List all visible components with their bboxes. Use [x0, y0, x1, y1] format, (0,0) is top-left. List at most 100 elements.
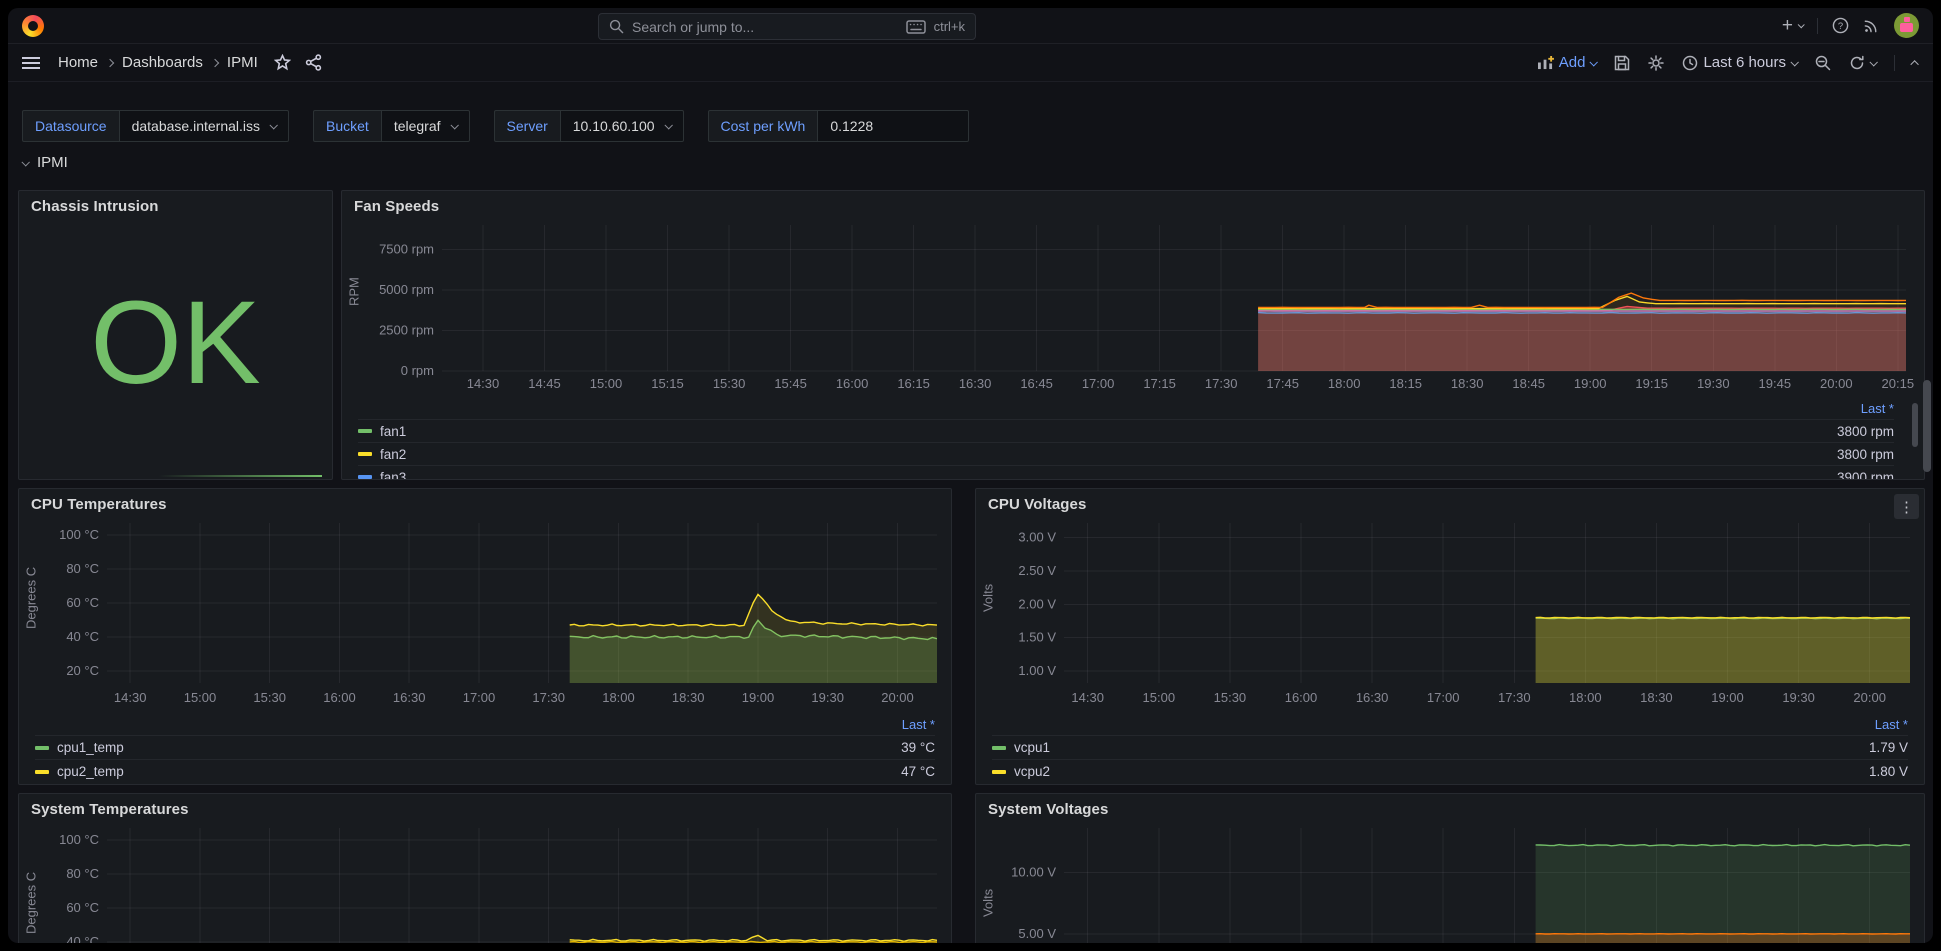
panel-title-cpu-temperatures: CPU Temperatures — [31, 495, 167, 513]
search-input[interactable]: Search or jump to... ctrl+k — [598, 13, 976, 40]
legend-sort-last[interactable]: Last * — [1874, 716, 1908, 732]
system-voltages-chart[interactable]: 14:3015:0015:3016:0016:3017:0017:3018:00… — [976, 822, 1924, 943]
svg-text:14:30: 14:30 — [467, 376, 500, 391]
search-placeholder: Search or jump to... — [632, 18, 755, 35]
share-icon[interactable] — [305, 54, 322, 71]
legend-item-vcpu1[interactable]: vcpu1 1.79 V — [992, 735, 1908, 759]
panel-header[interactable]: Fan Speeds — [342, 191, 1924, 221]
save-dashboard-button[interactable] — [1614, 55, 1630, 71]
panel-system-temperatures: System Temperatures Degrees C 14:3015:00… — [18, 793, 952, 943]
datasource-select[interactable]: database.internal.iss — [118, 110, 290, 142]
page-scrollbar[interactable] — [1923, 380, 1931, 472]
system-temperatures-chart[interactable]: 14:3015:0015:3016:0016:3017:0017:3018:00… — [19, 822, 951, 943]
legend-item-vcpu2[interactable]: vcpu2 1.80 V — [992, 759, 1908, 783]
svg-text:14:30: 14:30 — [114, 690, 147, 705]
svg-text:100 °C: 100 °C — [59, 832, 99, 847]
svg-text:18:30: 18:30 — [672, 690, 705, 705]
series-last-value: 3900 rpm — [1836, 469, 1894, 480]
svg-text:17:30: 17:30 — [1205, 376, 1238, 391]
cpu-voltages-chart[interactable]: 14:30 15:00 15:30 16:00 16:30 17:00 17:30 18:00… — [976, 517, 1924, 709]
search-icon — [609, 19, 624, 34]
svg-text:2500 rpm: 2500 rpm — [379, 322, 434, 337]
chevron-down-icon — [21, 157, 30, 167]
legend-item-fan3[interactable]: fan3 3900 rpm — [358, 465, 1894, 480]
svg-text:19:15: 19:15 — [1635, 376, 1668, 391]
svg-text:18:00: 18:00 — [602, 690, 635, 705]
dashboard-settings-button[interactable] — [1648, 54, 1665, 71]
panel-cpu-temperatures: CPU Temperatures Degrees C 14:30 15:00 15:… — [18, 488, 952, 785]
svg-text:60 °C: 60 °C — [66, 595, 99, 610]
panel-header[interactable]: CPU Voltages — [976, 489, 1924, 519]
breadcrumb-current[interactable]: IPMI — [226, 54, 258, 71]
svg-text:18:30: 18:30 — [1451, 376, 1484, 391]
series-name: vcpu2 — [1014, 764, 1051, 779]
svg-text:20 °C: 20 °C — [66, 663, 99, 678]
svg-text:1.00 V: 1.00 V — [1018, 663, 1056, 678]
svg-text:16:30: 16:30 — [1356, 690, 1389, 705]
svg-text:20:00: 20:00 — [881, 690, 914, 705]
cpu-temperatures-legend: Last * cpu1_temp 39 °C cpu2_temp 47 °C — [19, 713, 951, 783]
legend-item-cpu2_temp[interactable]: cpu2_temp 47 °C — [35, 759, 935, 783]
cpu-temperatures-chart[interactable]: 14:30 15:00 15:30 16:00 16:30 17:00 17:30 18:00… — [19, 517, 951, 709]
panel-menu-button[interactable]: ⋮ — [1894, 494, 1919, 519]
svg-text:2.50 V: 2.50 V — [1018, 563, 1056, 578]
svg-text:19:30: 19:30 — [1782, 690, 1815, 705]
collapse-header-button[interactable] — [1910, 59, 1919, 69]
legend-sort-last[interactable]: Last * — [1860, 400, 1894, 416]
help-icon[interactable]: ? — [1832, 17, 1849, 34]
svg-text:16:00: 16:00 — [836, 376, 869, 391]
svg-text:40 °C: 40 °C — [66, 629, 99, 644]
svg-text:16:30: 16:30 — [393, 690, 426, 705]
cpu-voltages-legend: Last * vcpu1 1.79 V vcpu2 1.80 V — [976, 713, 1924, 783]
legend-scrollbar[interactable] — [1912, 403, 1918, 447]
panel-header[interactable]: System Temperatures — [19, 794, 951, 824]
svg-text:14:30: 14:30 — [1071, 690, 1104, 705]
add-panel-button[interactable]: Add — [1537, 54, 1599, 71]
star-icon[interactable] — [273, 54, 291, 71]
grafana-logo[interactable] — [22, 14, 44, 37]
panel-header[interactable]: System Voltages — [976, 794, 1924, 824]
user-avatar[interactable] — [1894, 13, 1919, 38]
legend-sort-last[interactable]: Last * — [901, 716, 935, 732]
menu-toggle-icon[interactable] — [22, 56, 40, 69]
chevron-down-icon — [449, 121, 459, 130]
svg-text:18:15: 18:15 — [1389, 376, 1422, 391]
panel-title-chassis-intrusion: Chassis Intrusion — [31, 197, 159, 215]
breadcrumb-home[interactable]: Home — [58, 54, 99, 71]
variable-server: Server 10.10.60.100 — [493, 110, 684, 142]
server-select[interactable]: 10.10.60.100 — [559, 110, 684, 142]
svg-text:5000 rpm: 5000 rpm — [379, 282, 434, 297]
zoom-out-time-button[interactable] — [1815, 55, 1831, 71]
breadcrumb-separator — [210, 58, 220, 67]
series-name: fan2 — [380, 446, 407, 462]
fan-speeds-chart[interactable]: 14:30 14:45 15:00 15:15 15:30 15:45 16:00 16:15… — [342, 219, 1924, 395]
new-menu-button[interactable]: + — [1782, 16, 1805, 35]
svg-text:18:30: 18:30 — [1640, 690, 1673, 705]
panel-header[interactable]: Chassis Intrusion — [19, 191, 332, 221]
row-header-ipmi[interactable]: IPMI — [21, 154, 68, 171]
svg-text:100 °C: 100 °C — [59, 527, 99, 542]
bucket-select[interactable]: telegraf — [380, 110, 470, 142]
news-rss-icon[interactable] — [1863, 17, 1880, 34]
legend-item-cpu1_temp[interactable]: cpu1_temp 39 °C — [35, 735, 935, 759]
gear-icon — [1648, 54, 1665, 71]
series-last-value: 39 °C — [901, 740, 935, 755]
svg-text:16:00: 16:00 — [1285, 690, 1318, 705]
panel-header[interactable]: CPU Temperatures — [19, 489, 951, 519]
legend-item-fan1[interactable]: fan1 3800 rpm — [358, 419, 1894, 442]
series-color-swatch — [992, 769, 1006, 774]
time-range-picker[interactable]: Last 6 hours — [1682, 54, 1799, 71]
svg-text:17:00: 17:00 — [1427, 690, 1460, 705]
cost-per-kwh-input[interactable]: 0.1228 — [817, 110, 970, 142]
variable-label: Bucket — [313, 110, 381, 142]
svg-text:1.50 V: 1.50 V — [1018, 630, 1056, 645]
keyboard-icon — [905, 19, 926, 34]
variable-datasource: Datasource database.internal.iss — [22, 110, 290, 142]
legend-item-fan2[interactable]: fan2 3800 rpm — [358, 442, 1894, 465]
svg-text:16:45: 16:45 — [1020, 376, 1053, 391]
row-title-text: IPMI — [37, 154, 68, 171]
refresh-button[interactable] — [1849, 55, 1878, 71]
refresh-interval-dropdown[interactable] — [1869, 57, 1878, 67]
variable-label: Cost per kWh — [707, 110, 818, 142]
breadcrumb-dashboards[interactable]: Dashboards — [122, 54, 203, 71]
